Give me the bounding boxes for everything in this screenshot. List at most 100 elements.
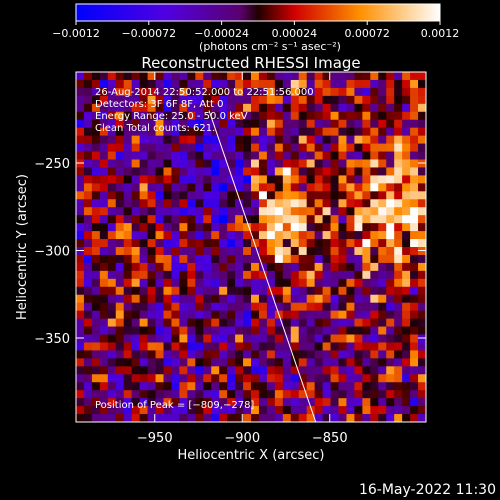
heatmap-cell [195,87,204,97]
heatmap-cell [354,254,363,264]
heatmap-cell [219,390,228,399]
heatmap-cell [99,302,109,312]
heatmap-cell [187,175,196,184]
heatmap-cell [394,167,403,176]
heatmap-cell [179,223,188,232]
heatmap-cell [394,294,403,304]
heatmap-cell [418,334,426,343]
heatmap-cell [274,254,284,264]
heatmap-cell [131,406,141,415]
heatmap-cell [410,127,419,137]
heatmap-cell [266,414,276,422]
heatmap-cell [282,143,292,152]
heatmap-cell [362,414,371,422]
heatmap-cell [378,159,387,168]
heatmap-cell [235,111,244,121]
heatmap-cell [131,215,141,224]
heatmap-cell [99,366,109,375]
heatmap-cell [258,167,268,176]
heatmap-cell [282,294,292,304]
heatmap-cell [235,215,244,224]
heatmap-cell [386,95,395,105]
heatmap-cell [211,310,220,319]
heatmap-cell [251,278,260,288]
heatmap-cell [203,231,212,240]
heatmap-cell [266,231,276,240]
heatmap-cell [139,406,148,415]
heatmap-cell [107,183,117,192]
heatmap-cell [163,247,172,256]
heatmap-cell [179,342,188,351]
heatmap-cell [155,79,164,89]
heatmap-cell [338,231,347,240]
heatmap-cell [99,414,109,422]
heatmap-cell [314,95,323,105]
heatmap-cell [418,239,426,248]
heatmap-cell [171,72,180,81]
heatmap-cell [354,111,363,121]
heatmap-cell [187,302,196,312]
heatmap-cell [171,270,180,280]
heatmap-cell [330,199,339,208]
heatmap-cell [346,79,355,89]
heatmap-cell [298,406,308,415]
heatmap-cell [139,167,148,176]
heatmap-cell [306,270,316,280]
heatmap-cell [227,294,236,304]
heatmap-cell [298,103,308,113]
heatmap-cell [91,254,101,264]
heatmap-cell [306,262,316,272]
heatmap-cell [139,119,148,129]
heatmap-cell [187,326,196,335]
heatmap-cell [171,358,180,367]
heatmap-cell [187,358,196,367]
heatmap-cell [219,175,228,184]
heatmap-cell [378,231,387,240]
heatmap-cell [410,191,419,200]
heatmap-cell [298,366,308,375]
heatmap-cell [211,103,220,113]
heatmap-cell [362,135,371,144]
heatmap-cell [362,358,371,367]
heatmap-cell [258,358,268,367]
heatmap-cell [163,87,172,97]
heatmap-cell [83,326,93,335]
heatmap-cell [370,167,379,176]
heatmap-cell [346,119,355,129]
heatmap-cell [243,366,252,375]
heatmap-cell [322,382,331,391]
heatmap-cell [235,414,244,422]
heatmap-cell [171,326,180,335]
heatmap-cell [418,127,426,137]
heatmap-cell [410,199,419,208]
heatmap-cell [107,390,117,399]
heatmap-cell [322,183,331,192]
heatmap-cell [211,167,220,176]
heatmap-cell [402,398,411,407]
heatmap-cell [386,374,395,383]
heatmap-cell [155,270,164,280]
heatmap-cell [203,143,212,152]
heatmap-cell [354,406,363,415]
heatmap-cell [99,358,109,367]
heatmap-cell [203,310,212,319]
heatmap-cell [378,294,387,304]
heatmap-cell [274,119,284,129]
heatmap-cell [171,135,180,144]
heatmap-cell [76,72,85,81]
heatmap-cell [235,294,244,304]
heatmap-cell [418,135,426,144]
heatmap-cell [163,294,172,304]
heatmap-cell [139,414,148,422]
heatmap-cell [99,247,109,256]
heatmap-cell [219,103,228,113]
heatmap-cell [338,223,347,232]
heatmap-cell [235,223,244,232]
heatmap-cell [362,310,371,319]
heatmap-cell [243,223,252,232]
heatmap-cell [235,207,244,216]
heatmap-cell [179,72,188,81]
heatmap-cell [155,239,164,248]
heatmap-cell [386,79,395,89]
solar-limb-line [208,110,317,422]
